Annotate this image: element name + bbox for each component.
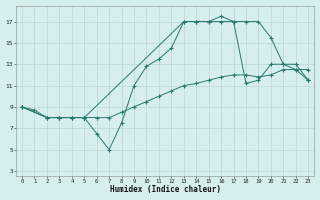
X-axis label: Humidex (Indice chaleur): Humidex (Indice chaleur)	[110, 185, 220, 194]
